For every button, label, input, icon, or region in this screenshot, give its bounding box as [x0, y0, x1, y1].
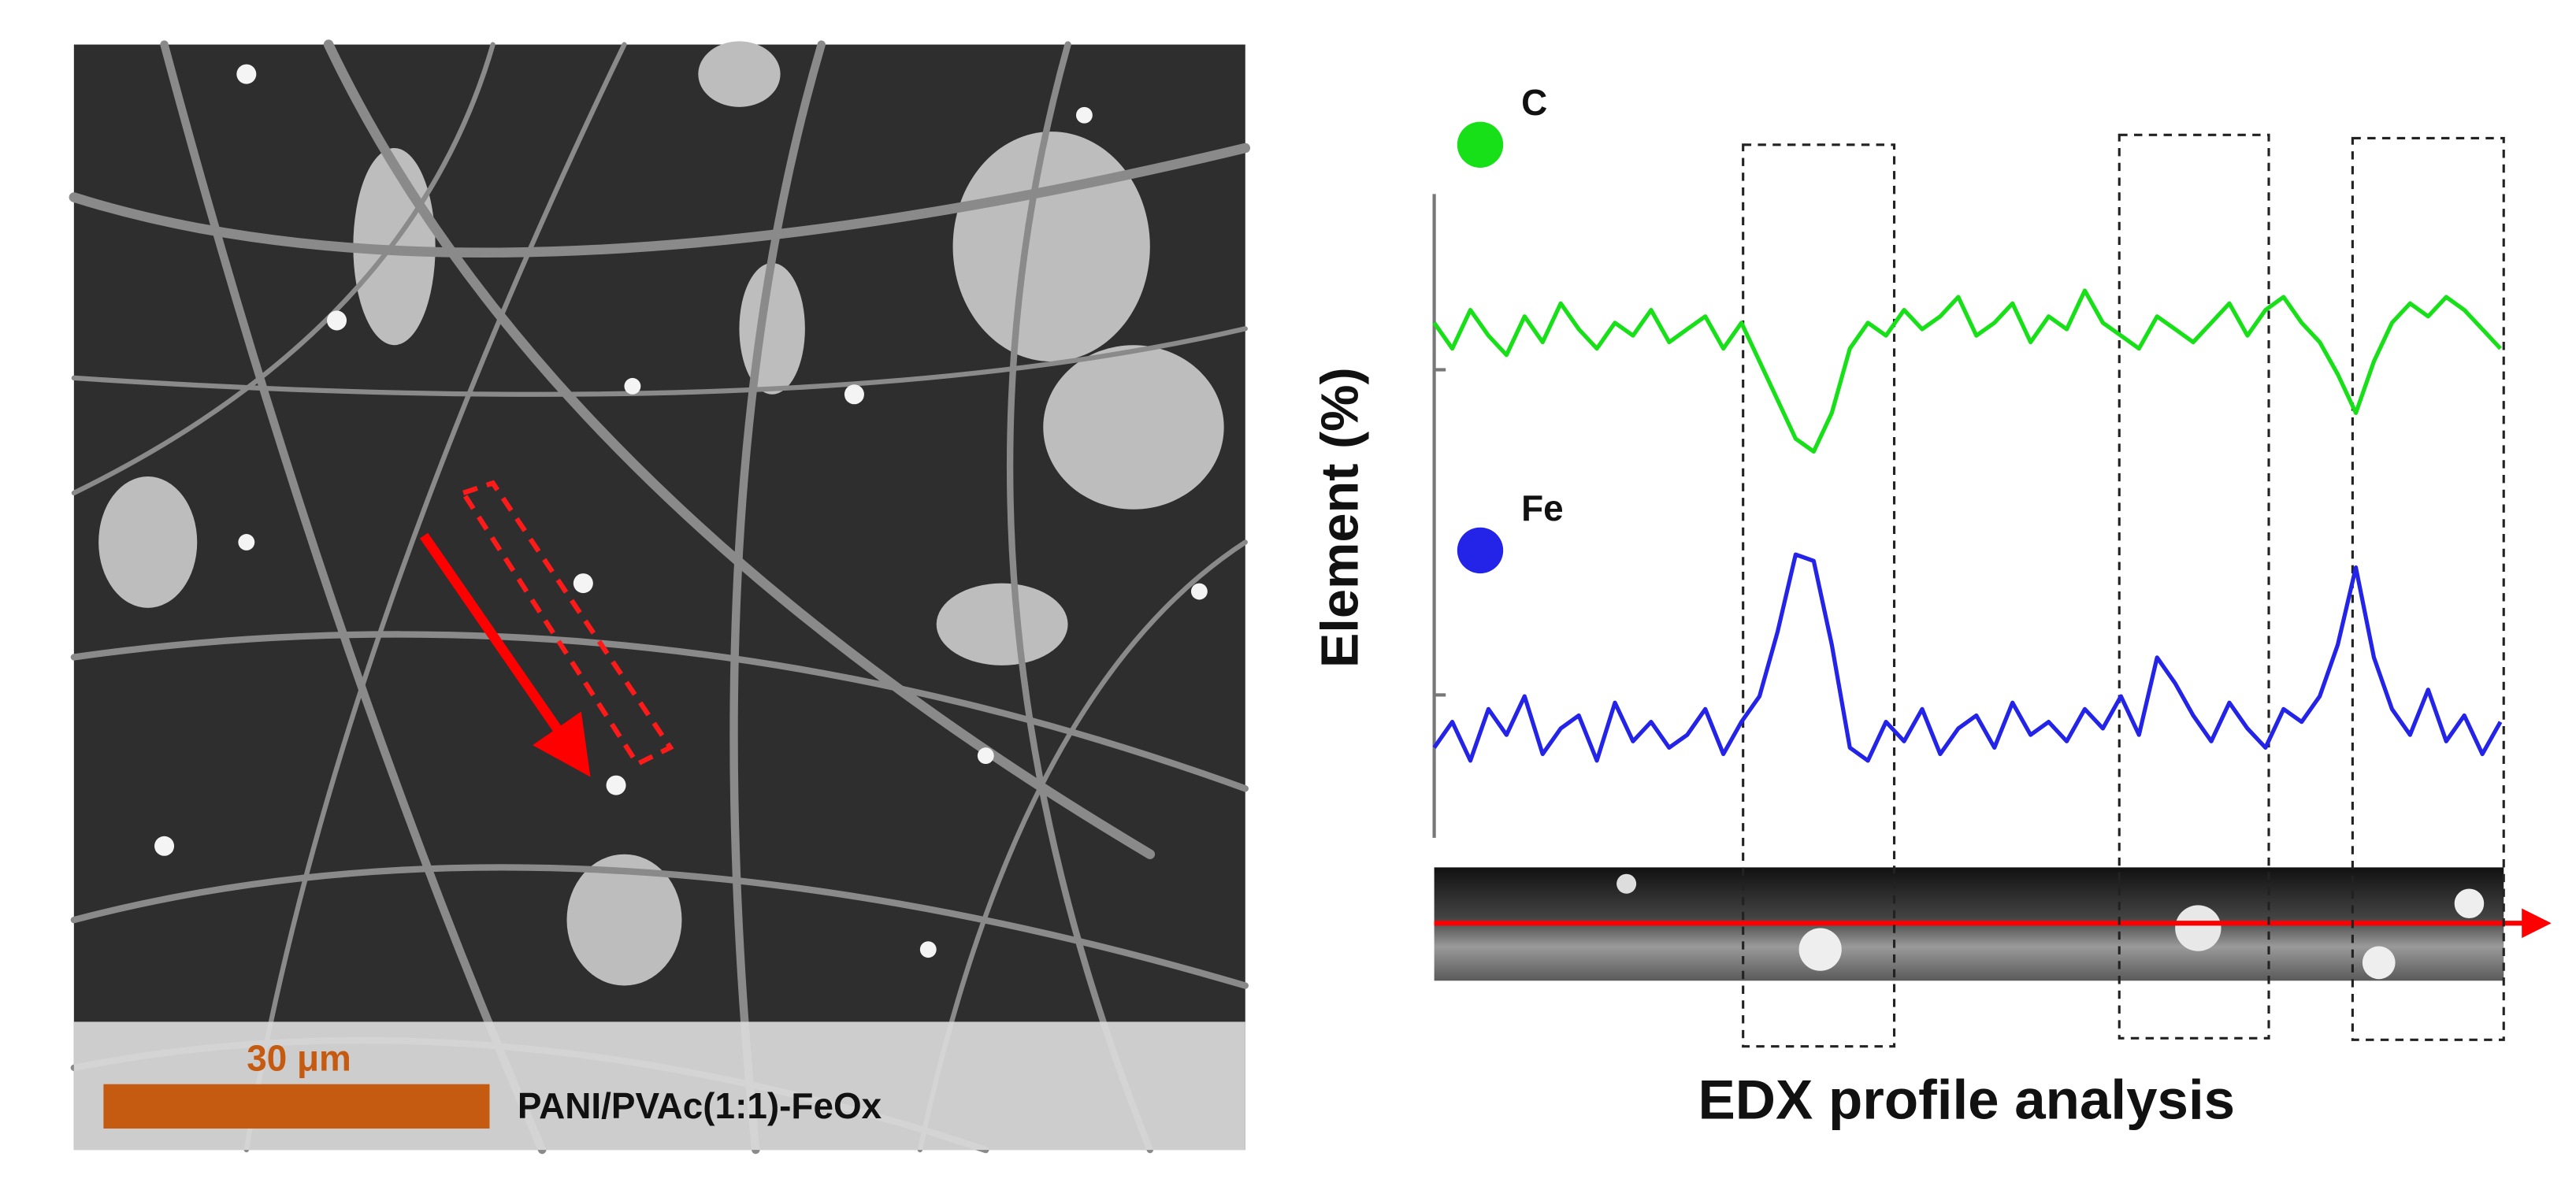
sample-label: PANI/PVAc(1:1)-FeOx	[518, 1085, 882, 1126]
legend-label: Fe	[1521, 487, 1564, 528]
scale-bar-label: 30 μm	[247, 1038, 351, 1079]
chart-title: EDX profile analysis	[1698, 1069, 2235, 1131]
y-axis-label: Element (%)	[1312, 367, 1370, 668]
data-line	[1432, 288, 2502, 454]
scale-bar	[103, 1084, 490, 1129]
edx-panel: Element (%) EDX profile analysis C Fe	[1312, 82, 2552, 1131]
legend-label: C	[1521, 82, 1547, 123]
data-line	[1432, 552, 2503, 763]
sem-image: 30 μm PANI/PVAc(1:1)-FeOx	[69, 39, 1251, 1155]
legend-marker	[1457, 121, 1504, 168]
region-boxes	[1742, 133, 2505, 1048]
legend-marker	[1457, 527, 1504, 574]
